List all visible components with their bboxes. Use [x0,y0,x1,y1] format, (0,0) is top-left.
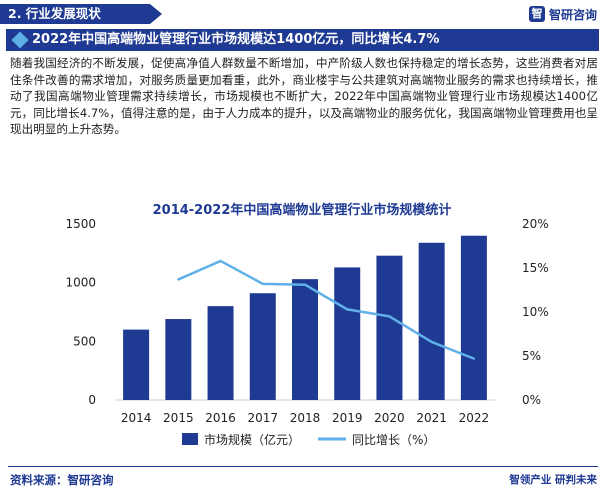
line-point-2021 [430,340,433,344]
bar-2017 [249,293,276,400]
footer-divider [8,466,598,467]
bar-2021 [418,242,445,400]
line-point-2016 [219,259,222,263]
y-left-tick-label: 0 [88,393,96,407]
growth-line [177,259,475,360]
x-tick-label: 2017 [248,411,279,425]
headline-bar: 2022年中国高端物业管理行业市场规模达1400亿元，同比增长4.7% [6,29,599,51]
footer-slogan: 智领产业 研判未来 [509,474,597,486]
bar-2014 [123,329,150,400]
line-point-2017 [261,282,264,286]
bar-2015 [165,319,192,400]
brand-logo: 智 智研咨询 [528,4,597,24]
line-point-2018 [303,283,307,286]
legend-bar-swatch [182,433,198,445]
x-tick-label: 2022 [459,411,490,425]
y-right-tick-label: 0% [522,393,541,407]
line-point-2015 [177,278,180,281]
x-tick-label: 2016 [205,411,236,425]
body-paragraph: 随着我国经济的不断发展，促使高净值人群数量不断增加，中产阶级人数也保持稳定的增长… [10,56,598,137]
x-tick-label: 2015 [163,411,194,425]
y-right-tick-label: 5% [522,349,541,363]
source-note: 资料来源：智研咨询 [10,473,114,487]
logo-icon: 智 [528,6,545,22]
logo-text: 智研咨询 [548,7,597,22]
bar-2020 [376,255,403,400]
y-left-tick-label: 500 [73,334,96,348]
combo-chart: 2014-2022年中国高端物业管理行业市场规模统计 0 500 1000 1500 0%… [65,202,549,447]
y-left-tick-label: 1500 [65,217,96,231]
section-label: 2. 行业发展现状 [0,4,162,24]
bar-2022 [460,235,487,400]
legend-line-label: 同比增长（%） [352,433,435,447]
top-bar: 2. 行业发展现状 智 智研咨询 [0,0,605,26]
bar-2019 [334,267,361,400]
y-right-tick-label: 20% [522,217,549,231]
bar-2016 [207,306,234,400]
y-right-tick-label: 15% [522,261,549,275]
legend-bar-label: 市场规模（亿元） [204,432,300,447]
line-point-2019 [346,308,349,311]
line-point-2020 [388,315,391,318]
x-tick-label: 2021 [416,411,447,425]
line-point-2022 [472,357,476,360]
chart-container: 2014-2022年中国高端物业管理行业市场规模统计 0 500 1000 1500 0%… [0,188,605,460]
y-right-tick-label: 10% [522,305,549,319]
x-tick-label: 2014 [121,411,152,425]
y-left-tick-label: 1000 [65,276,96,290]
chart-title: 2014-2022年中国高端物业管理行业市场规模统计 [153,202,452,218]
x-tick-label: 2020 [374,411,405,425]
x-tick-label: 2019 [332,411,363,425]
x-tick-label: 2018 [290,411,321,425]
bar-2018 [292,279,318,400]
